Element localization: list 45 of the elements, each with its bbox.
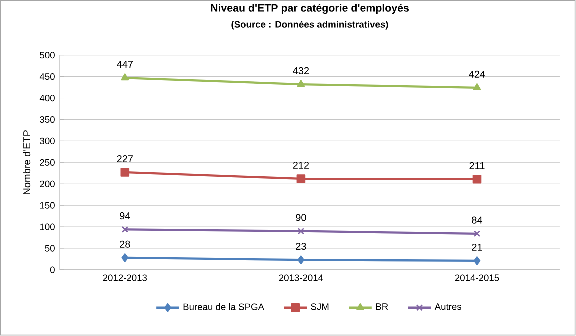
y-tick-label: 50 bbox=[45, 245, 55, 252]
y-axis-title: Nombre d'ETP bbox=[23, 130, 31, 194]
data-label: 21 bbox=[472, 244, 482, 251]
point bbox=[472, 175, 482, 184]
y-tick-label: 150 bbox=[40, 202, 55, 209]
x-tick-label: 2014-2015 bbox=[455, 274, 500, 282]
point bbox=[298, 228, 305, 235]
data-label: 227 bbox=[117, 156, 133, 162]
data-label: 432 bbox=[293, 67, 310, 74]
y-tick-label: 0 bbox=[50, 266, 55, 274]
point bbox=[474, 230, 481, 238]
legend-label: Autres bbox=[434, 304, 462, 310]
data-label: 447 bbox=[117, 61, 133, 68]
legend-label: BR bbox=[376, 304, 388, 310]
point bbox=[296, 174, 306, 184]
y-tick-label: 500 bbox=[40, 52, 55, 59]
data-label: 211 bbox=[470, 162, 485, 170]
point bbox=[474, 256, 481, 266]
legend-label: Bureau de la SPGA bbox=[184, 304, 264, 310]
data-label: 212 bbox=[293, 162, 310, 169]
y-tick-label: 450 bbox=[40, 74, 55, 80]
data-label: 84 bbox=[472, 216, 483, 224]
x-tick-label: 2012-2013 bbox=[103, 274, 148, 282]
y-tick-label: 200 bbox=[40, 180, 55, 188]
point bbox=[297, 80, 306, 88]
y-tick-label: 350 bbox=[40, 116, 55, 124]
data-label: 23 bbox=[296, 242, 306, 250]
chart-subtitle: (Source : Données administratives) bbox=[232, 20, 388, 30]
y-tick-label: 100 bbox=[40, 224, 55, 230]
data-label: 94 bbox=[120, 212, 130, 220]
data-label: 90 bbox=[296, 214, 306, 222]
point bbox=[121, 74, 130, 81]
point bbox=[473, 84, 482, 90]
y-tick-label: 400 bbox=[40, 94, 55, 102]
point bbox=[298, 256, 305, 265]
point bbox=[122, 254, 129, 262]
point bbox=[120, 168, 130, 177]
y-tick-label: 300 bbox=[40, 138, 55, 144]
data-label: 28 bbox=[120, 240, 130, 248]
chart-title: Niveau d'ETP par catégorie d'employés bbox=[211, 4, 410, 14]
legend-label: SJM bbox=[311, 304, 329, 310]
point bbox=[122, 226, 128, 233]
y-tick-label: 250 bbox=[40, 159, 55, 166]
x-tick-label: 2013-2014 bbox=[279, 274, 324, 282]
data-label: 424 bbox=[469, 70, 486, 78]
